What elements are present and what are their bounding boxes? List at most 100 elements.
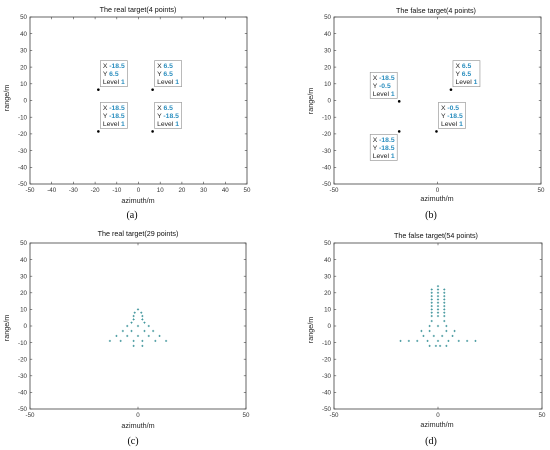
datatip-key: Level: [373, 153, 391, 160]
y-axis-label: range/m: [2, 315, 11, 341]
y-tick-label: 50: [324, 14, 331, 21]
chart-title: The real target(4 points): [100, 5, 177, 14]
data-point: [428, 324, 431, 328]
datatip-key: Level: [157, 79, 175, 86]
data-point: [445, 344, 448, 348]
y-tick-label: 40: [324, 31, 331, 38]
datatip-value: -18.5: [109, 113, 125, 120]
data-point: [436, 288, 440, 291]
data-point: [443, 314, 446, 318]
data-point: [474, 339, 477, 343]
y-tick-label: 20: [324, 290, 331, 297]
y-tick-label: 30: [324, 273, 331, 280]
datatip-row: Y 6.5: [157, 71, 173, 78]
datatip-key: Y: [157, 113, 163, 120]
y-tick-label: 20: [20, 290, 27, 297]
data-point: [443, 301, 446, 304]
data-point: [151, 88, 154, 91]
data-point: [430, 319, 433, 323]
data-point: [420, 329, 423, 333]
y-tick-label: -50: [322, 406, 332, 413]
data-point: [152, 329, 155, 333]
datatip-box: [438, 102, 466, 129]
data-point: [430, 314, 433, 318]
y-tick-label: -50: [18, 181, 28, 188]
y-tick-label: 50: [324, 240, 331, 247]
datatip-key: X: [373, 75, 379, 82]
datatip-value: 6.5: [462, 63, 472, 70]
y-tick-label: 10: [324, 81, 331, 88]
datatip-row: Level 1: [373, 153, 395, 160]
data-point: [397, 100, 401, 103]
datatip-value: 6.5: [163, 71, 173, 78]
data-point: [147, 334, 150, 338]
data-point: [133, 311, 136, 314]
datatip-value: -18.5: [379, 75, 395, 82]
data-point: [436, 285, 440, 288]
plot-area: [29, 16, 248, 185]
datatip-row: X -18.5: [103, 63, 125, 70]
x-tick-label: -30: [69, 187, 79, 194]
datatip-row: X -18.5: [373, 75, 395, 82]
data-point: [132, 314, 135, 318]
data-point: [443, 319, 446, 323]
datatip-key: Y: [373, 83, 379, 90]
y-tick-label: -50: [18, 406, 28, 413]
data-point: [164, 339, 168, 343]
panel-d: The false target(54 points) range/m azim…: [306, 231, 546, 447]
data-point: [108, 339, 112, 343]
data-point: [147, 324, 150, 328]
datatip-value: 1: [121, 121, 125, 128]
chart-title: The real target(29 points): [98, 229, 179, 238]
datatip-row: Level 1: [157, 79, 179, 86]
datatip-key: X: [157, 105, 163, 112]
data-point: [430, 308, 433, 311]
data-point: [130, 321, 133, 324]
x-tick-label: 50: [538, 187, 545, 194]
y-tick-label: 0: [328, 98, 332, 105]
panel-b: The false target(4 points) range/m azimu…: [306, 6, 545, 221]
datatip-row: Y -18.5: [441, 113, 463, 120]
data-point: [140, 311, 143, 314]
datatip-row: Y 6.5: [455, 71, 471, 78]
datatip-value: 1: [459, 121, 463, 128]
x-tick-label: -10: [112, 187, 122, 194]
datatip-value: -18.5: [109, 105, 125, 112]
data-point: [121, 329, 124, 333]
y-axis-label: range/m: [2, 85, 11, 111]
data-point: [436, 298, 440, 301]
data-point: [443, 288, 446, 291]
chart-title: The false target(54 points): [394, 231, 478, 240]
x-tick-label: 0: [436, 412, 440, 419]
data-point: [143, 321, 146, 324]
data-point: [436, 295, 440, 298]
datatip-box: [154, 102, 182, 129]
data-point: [434, 344, 438, 348]
datatip-box: [100, 102, 128, 129]
data-point: [430, 291, 433, 294]
datatip-value: 6.5: [164, 105, 174, 112]
x-tick-label: -50: [330, 187, 340, 194]
datatip-row: X -0.5: [441, 105, 459, 112]
datatip-value: 1: [121, 79, 125, 86]
data-point: [430, 288, 433, 291]
data-point: [430, 301, 433, 304]
data-point: [141, 314, 144, 318]
x-tick-label: 10: [157, 187, 164, 194]
data-point: [436, 311, 440, 314]
x-tick-label: 50: [243, 412, 250, 419]
data-point: [430, 304, 433, 308]
y-tick-label: -20: [322, 356, 332, 363]
y-tick-label: 50: [20, 240, 27, 247]
datatip-row: Level 1: [441, 121, 463, 128]
datatip-value: 1: [391, 153, 395, 160]
datatip-key: Y: [103, 113, 109, 120]
